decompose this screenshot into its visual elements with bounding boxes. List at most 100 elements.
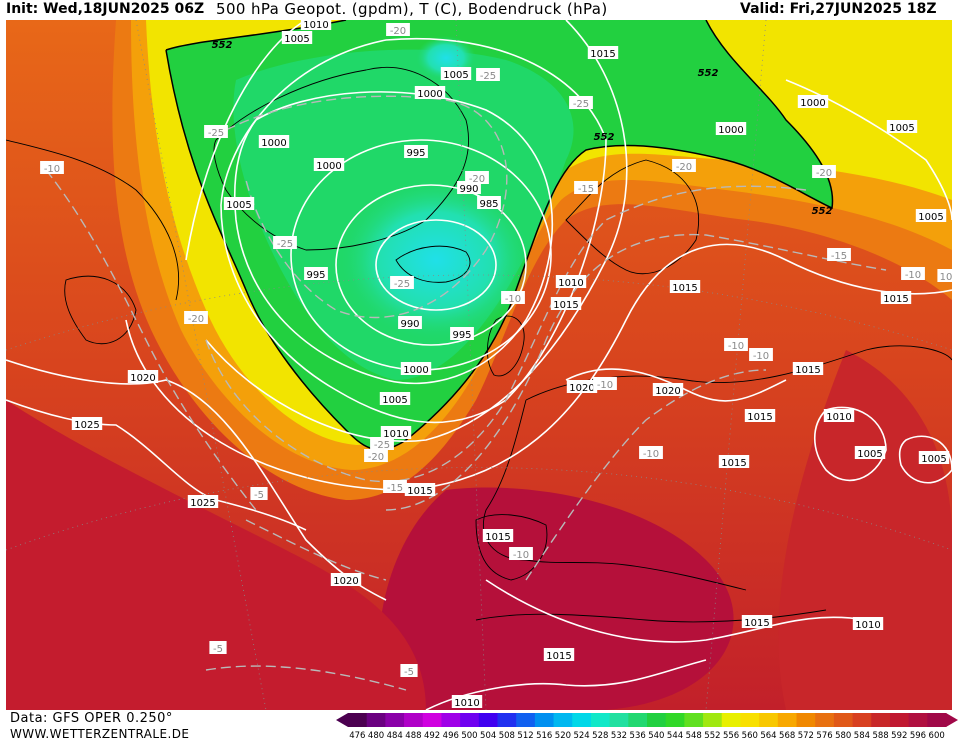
isotherm-label-box	[390, 276, 414, 289]
colorbar-swatch	[721, 713, 741, 727]
isobar-985	[375, 219, 497, 311]
data-source: Data: GFS OPER 0.250°	[10, 711, 173, 726]
isobar-label-box	[300, 20, 332, 30]
graticule-line	[6, 274, 952, 351]
isobar-label-box	[797, 95, 829, 108]
isobar-label: 1005	[382, 395, 407, 406]
isobar-label: 1005	[284, 34, 309, 45]
colorbar-tick-label: 560	[742, 731, 758, 739]
isotherm-label-box	[574, 181, 598, 194]
colorbar-swatch	[609, 713, 629, 727]
isobar-label: 1015	[721, 458, 746, 469]
isobar-label-box	[281, 31, 313, 44]
isobar-label-box	[880, 291, 912, 304]
colorbar-swatch	[796, 713, 816, 727]
isobar-label: 1015	[485, 532, 510, 543]
c552-label: 552	[212, 40, 233, 51]
isobar-label: 985	[479, 199, 498, 210]
geopotential-ridge-core	[378, 487, 734, 710]
colorbar-tick-label: 572	[798, 731, 814, 739]
isotherm-label-box	[476, 68, 500, 81]
colorbar-labels: 476 480 484 488 492 496 500 504 508 512 516 520 524 5…	[349, 731, 945, 739]
isobar-label-box	[652, 383, 684, 396]
colorbar-swatch	[441, 713, 461, 727]
isobar-label-box	[744, 409, 776, 422]
isotherm-label: -10	[643, 449, 659, 460]
c552-label: 552	[698, 68, 719, 79]
isotherm-label: -20	[469, 174, 485, 185]
colorbar-tick-label: 536	[630, 731, 646, 739]
colorbar-arrow-left	[336, 713, 348, 727]
isobar-label-box	[451, 695, 483, 708]
isobar-label-box	[854, 446, 886, 459]
isotherm-label-box	[273, 236, 297, 249]
colorbar-swatch	[889, 713, 910, 727]
isotherm-minus-5	[205, 519, 407, 691]
isobar-1005	[220, 38, 607, 424]
isotherm-label-box	[749, 348, 773, 361]
isotherm-label-box	[639, 446, 663, 459]
isobar-label-box	[398, 316, 422, 329]
isobar-label-box	[669, 280, 701, 293]
website-credit: WWW.WETTERZENTRALE.DE	[10, 727, 190, 741]
colorbar-swatch	[516, 713, 536, 727]
isobar-label-box	[71, 417, 103, 430]
isobar-990	[335, 184, 527, 346]
colorbar-swatch	[703, 713, 723, 727]
isobar-label: 1010	[855, 620, 880, 631]
isobar-label-box	[550, 297, 582, 310]
isotherm-labels: -20-25-25-25-20-20-20-15-25-25-15-10-10-…	[40, 23, 952, 678]
colorbar-tick-label: 512	[517, 731, 533, 739]
isobar-label: 990	[459, 184, 478, 195]
colorbar-swatch	[460, 713, 480, 727]
isobar-label-box	[715, 122, 747, 135]
isobar-label: 1015	[795, 365, 820, 376]
isobar-1025	[6, 399, 307, 531]
isotherm-label: -10	[44, 164, 60, 175]
isobar-label: 995	[306, 270, 325, 281]
isobar-label-box	[543, 648, 575, 661]
isobar-label-box	[457, 181, 481, 194]
colorbar-tick-label: 492	[424, 731, 440, 739]
isotherm-label: -5	[254, 490, 264, 501]
colorbar-swatches	[336, 713, 958, 727]
isobar-label-box	[718, 455, 750, 468]
isobar-1020-east	[565, 368, 787, 402]
isobar-label-box	[313, 158, 345, 171]
colorbar-tick-label: 564	[760, 731, 776, 739]
colorbar-swatch	[628, 713, 648, 727]
isobar-label: 1005	[889, 123, 914, 134]
isobar-label: 1015	[407, 486, 432, 497]
geopotential-low-core	[341, 180, 531, 340]
isobar-label-box	[823, 409, 855, 422]
isotherm-label-box	[937, 269, 952, 282]
isotherm-label: -25	[208, 128, 224, 139]
colorbar-tick-label: 528	[592, 731, 608, 739]
colorbar-swatch	[590, 713, 611, 727]
colorbar-tick-label: 600	[929, 731, 945, 739]
colorbar-tick-label: 476	[349, 731, 365, 739]
colorbar-swatch	[647, 713, 667, 727]
isotherm-label: -15	[387, 483, 403, 494]
isobar-label: 1005	[443, 70, 468, 81]
coastline-iceland	[395, 245, 471, 283]
isobar-label: 1025	[190, 498, 215, 509]
isobar-label: 995	[406, 148, 425, 159]
c552-label: 552	[594, 132, 615, 143]
isotherm-label-box	[250, 487, 268, 500]
isobar-label-box	[304, 267, 328, 280]
colorbar-tick-label: 556	[723, 731, 739, 739]
isobar-label: 1015	[590, 49, 615, 60]
colorbar-swatch	[833, 713, 854, 727]
colorbar-swatch	[908, 713, 928, 727]
coastline-canada	[6, 139, 180, 301]
isotherms	[45, 95, 887, 691]
colorbar-swatch	[422, 713, 442, 727]
isobar-label-box	[330, 573, 362, 586]
isotherm-label-box	[569, 96, 593, 109]
isotherm-label-box	[40, 161, 64, 174]
isobar-label: 1000	[417, 89, 442, 100]
colorbar-swatch	[534, 713, 555, 727]
colorbar-swatch	[759, 713, 779, 727]
